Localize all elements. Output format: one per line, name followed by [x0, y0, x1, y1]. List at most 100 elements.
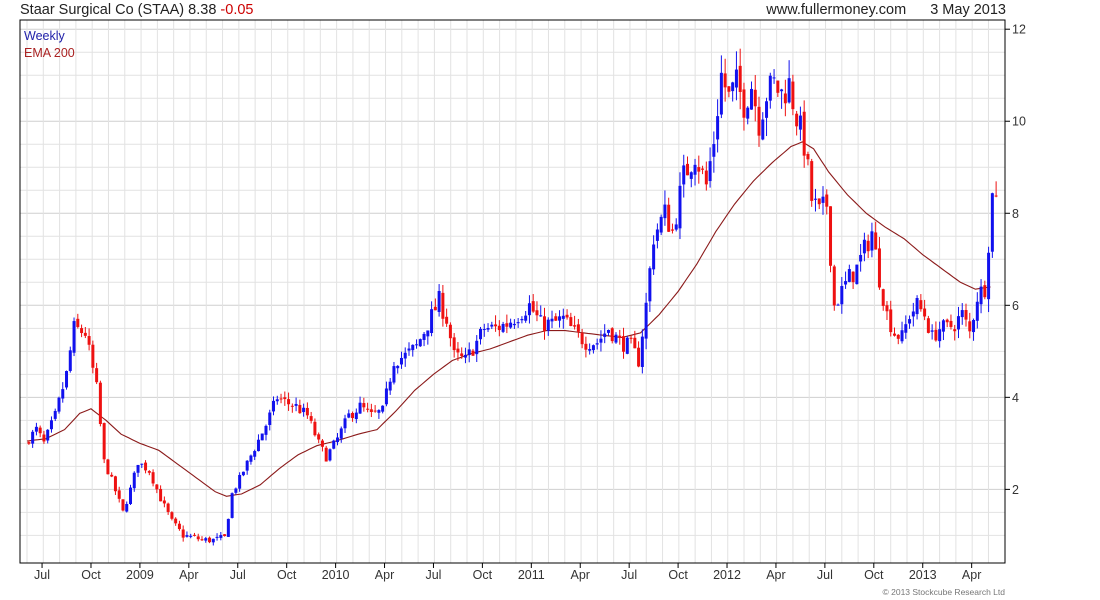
candle-body — [599, 338, 603, 343]
candle-body — [941, 320, 945, 332]
x-tick-label: 2011 — [518, 568, 545, 582]
candle-body — [486, 328, 490, 330]
candle-body — [482, 329, 486, 331]
candle-body — [881, 289, 885, 306]
candle — [95, 362, 99, 385]
candle — [968, 312, 972, 339]
candle — [249, 454, 253, 465]
candle-body — [268, 412, 272, 425]
candle — [584, 336, 588, 358]
candle-body — [832, 266, 836, 306]
candle — [275, 395, 279, 405]
candle — [524, 311, 528, 323]
candle — [46, 429, 50, 444]
candle — [686, 156, 690, 176]
candle-body — [238, 474, 242, 489]
candle — [734, 51, 738, 101]
candle — [358, 396, 362, 414]
candle — [121, 499, 125, 512]
candle-body — [80, 328, 84, 334]
candle-body — [196, 536, 200, 540]
candle — [320, 439, 324, 452]
y-tick-label: 4 — [1012, 391, 1019, 405]
candle-body — [795, 113, 799, 127]
candle-body — [829, 206, 833, 266]
candle — [76, 313, 80, 329]
candle — [283, 391, 287, 406]
candle-body — [866, 240, 870, 252]
y-tick-label: 6 — [1012, 299, 1019, 313]
candle — [606, 329, 610, 336]
candle-body — [377, 410, 381, 413]
candle — [765, 97, 769, 137]
candle-body — [317, 434, 321, 440]
candle — [234, 487, 238, 495]
candle — [994, 181, 998, 198]
candle-body — [889, 309, 893, 333]
candle-body — [742, 89, 746, 118]
candle-body — [738, 65, 742, 92]
candle-body — [614, 334, 618, 343]
candle — [204, 536, 208, 543]
x-tick-label: 2012 — [713, 568, 741, 582]
candle — [644, 292, 648, 350]
candle-body — [98, 382, 102, 424]
site-link[interactable]: www.fullermoney.com — [766, 2, 907, 18]
candle-body — [629, 337, 633, 339]
candle — [407, 342, 411, 356]
candle — [223, 534, 227, 537]
candle — [731, 81, 735, 102]
candle — [847, 264, 851, 283]
candle — [836, 303, 840, 306]
candle-body — [170, 512, 174, 519]
candle — [373, 405, 377, 413]
candle — [426, 330, 430, 345]
candle — [716, 99, 720, 153]
candle — [941, 319, 945, 341]
candle — [761, 112, 765, 141]
candle — [723, 58, 727, 102]
candle — [456, 342, 460, 361]
candle — [749, 81, 753, 110]
candle-body — [192, 534, 196, 536]
candle-body — [840, 286, 844, 305]
candle-body — [490, 324, 494, 327]
candle — [27, 440, 31, 445]
candle — [817, 198, 821, 210]
legend-ema: EMA 200 — [24, 46, 75, 60]
candle-body — [113, 476, 117, 492]
candle — [904, 315, 908, 339]
candle — [591, 344, 595, 354]
candle — [633, 330, 637, 349]
candle-body — [542, 316, 546, 331]
candle-body — [749, 88, 753, 110]
candle-body — [294, 403, 298, 406]
candle-body — [716, 116, 720, 140]
candle-body — [57, 397, 61, 412]
candle — [317, 432, 321, 444]
candle — [956, 306, 960, 339]
candle-body — [351, 412, 355, 419]
candle-body — [644, 302, 648, 339]
candle-body — [415, 344, 419, 346]
candle-body — [422, 333, 426, 340]
candle — [535, 301, 539, 322]
candle — [65, 370, 69, 390]
candle — [189, 533, 193, 539]
candle-body — [61, 389, 65, 399]
x-tick-label: 2010 — [322, 568, 350, 582]
candle — [170, 511, 174, 521]
candle-body — [335, 437, 339, 443]
candle — [595, 338, 599, 350]
candle — [83, 326, 87, 339]
candle-body — [893, 333, 897, 336]
candle-body — [640, 336, 644, 367]
candle — [742, 82, 746, 131]
candle-body — [445, 316, 449, 324]
candle-body — [147, 471, 151, 473]
candle-body — [798, 115, 802, 130]
candle-body — [576, 324, 580, 332]
candle — [399, 351, 403, 369]
candle-body — [110, 474, 114, 477]
candle-body — [802, 111, 806, 156]
